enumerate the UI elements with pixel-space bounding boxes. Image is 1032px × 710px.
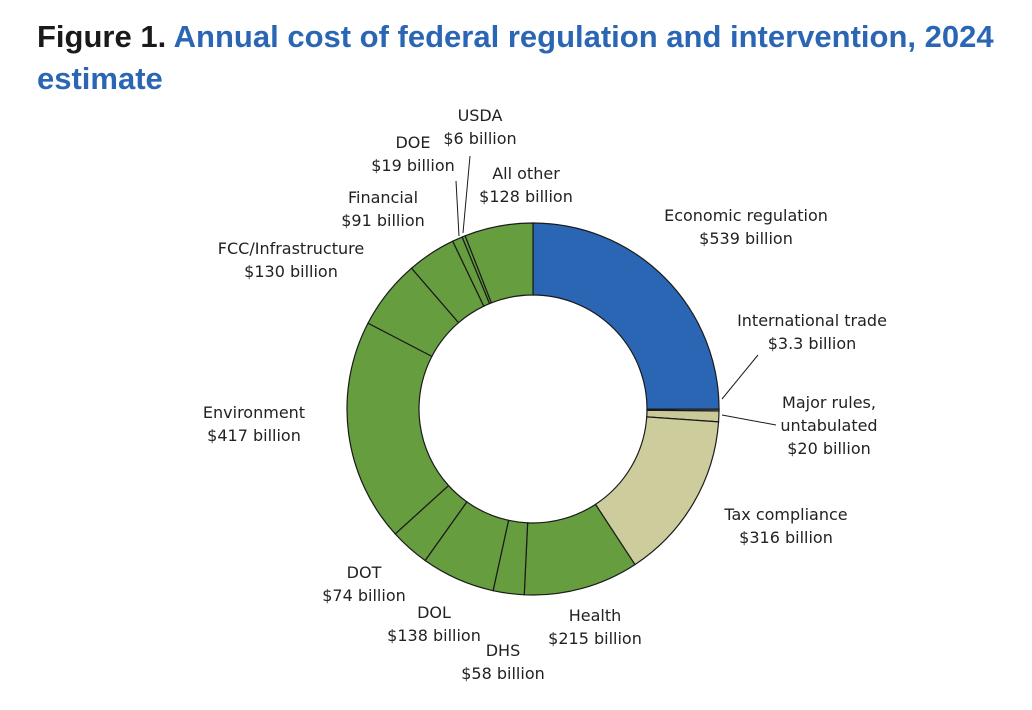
chart-title: Figure 1. Annual cost of federal regulat… (37, 16, 1017, 100)
leader-line (455, 180, 460, 237)
slice-all-other (464, 222, 534, 304)
slice-label: DOE $19 billion (371, 133, 455, 175)
slice-economic-regulation (532, 222, 720, 410)
slice-label: Major rules, untabulated $20 billion (780, 393, 877, 458)
slice-label: International trade $3.3 billion (737, 311, 887, 353)
slice-label: FCC/Infrastructure $130 billion (218, 239, 364, 281)
title-text: Annual cost of federal regulation and in… (37, 19, 994, 96)
slice-label: Environment $417 billion (203, 403, 305, 445)
slice-label: USDA $6 billion (443, 106, 516, 148)
figure-label: Figure 1. (37, 19, 167, 54)
slice-label: Economic regulation $539 billion (664, 206, 828, 248)
slice-label: DOL $138 billion (387, 603, 481, 645)
slice-label: Tax compliance $316 billion (723, 505, 847, 547)
leader-line (721, 354, 759, 400)
slice-label: All other $128 billion (479, 164, 573, 206)
slice-label: Financial $91 billion (341, 188, 425, 230)
slice-label: DHS $58 billion (461, 641, 545, 683)
leader-line (462, 155, 471, 234)
slice-label: Health $215 billion (548, 606, 642, 648)
slice-label: DOT $74 billion (322, 563, 406, 605)
leader-line (721, 414, 777, 426)
